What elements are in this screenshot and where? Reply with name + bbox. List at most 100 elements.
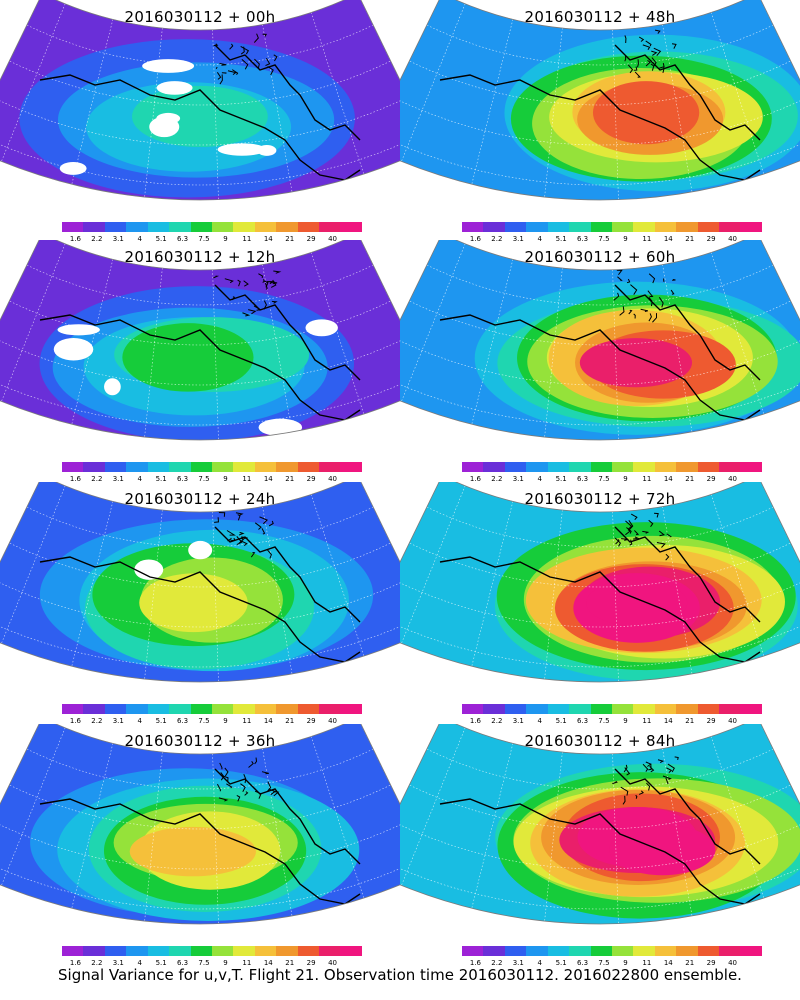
colorbar-label: 3.1 (512, 717, 524, 725)
low-variance-patch (59, 162, 87, 175)
island-outline (264, 282, 268, 290)
colorbar-label: 14 (663, 717, 673, 725)
island-outline (638, 36, 645, 42)
colorbar-label: 2.2 (491, 717, 503, 725)
colorbar-cell (483, 946, 505, 956)
colorbar-cell (147, 462, 170, 472)
island-outline (666, 767, 673, 774)
colorbar-cell (190, 704, 212, 714)
island-outline (271, 300, 278, 304)
island-outline (236, 536, 243, 546)
island-outline (632, 536, 640, 540)
colorbar-label: 7.5 (598, 235, 610, 243)
colorbar-labels: 1.6 2.2 3.1 4 5.1 6.3 7.5 9 11 14 21 29 40 (462, 475, 762, 485)
colorbar-cell (83, 946, 105, 956)
island-outline (612, 780, 618, 785)
colorbar-cell (254, 222, 277, 232)
colorbar-cell (676, 946, 698, 956)
island-outline (667, 763, 675, 773)
island-outline (258, 273, 264, 279)
colorbar-label: 21 (285, 717, 295, 725)
island-outline (654, 512, 659, 518)
variance-map (400, 482, 800, 683)
colorbar-label: 9 (623, 717, 628, 725)
island-outline (633, 313, 636, 319)
colorbar-cell (740, 946, 762, 956)
colorbar-cell (462, 946, 484, 956)
colorbar-cell (590, 704, 612, 714)
island-outline (235, 512, 244, 516)
island-outline (656, 541, 666, 548)
colorbar-cell (590, 222, 612, 232)
colorbar-cell (190, 462, 212, 472)
colorbar-labels: 1.6 2.2 3.1 4 5.1 6.3 7.5 9 11 14 21 29 40 (62, 235, 362, 245)
island-outline (629, 539, 633, 546)
colorbar-label: 1.6 (69, 717, 81, 725)
island-outline (634, 530, 640, 536)
island-outline (218, 511, 226, 517)
colorbar-label: 6.3 (176, 717, 189, 725)
colorbar-cell (126, 462, 148, 472)
island-outline (267, 549, 272, 559)
colorbar-cell (719, 704, 741, 714)
colorbar (462, 946, 762, 956)
variance-map (0, 482, 400, 683)
colorbar-label: 2.2 (91, 475, 103, 483)
colorbar-cell (676, 222, 698, 232)
colorbar-cell (719, 946, 741, 956)
colorbar-cell (62, 462, 84, 472)
island-outline (214, 517, 220, 523)
colorbar-cell (211, 704, 234, 714)
island-outline (628, 309, 633, 315)
island-outline (648, 296, 653, 307)
colorbar-cell (654, 946, 677, 956)
colorbar-label: 1.6 (69, 235, 81, 243)
variance-map (400, 724, 800, 925)
island-outline (628, 519, 634, 531)
island-outline (670, 289, 675, 295)
colorbar-label: 11 (242, 235, 252, 243)
colorbar-label: 29 (306, 959, 316, 967)
colorbar-label: 9 (223, 959, 228, 967)
colorbar-cell (254, 946, 277, 956)
map-boundary (0, 482, 400, 683)
colorbar-cell (126, 946, 148, 956)
island-outline (646, 782, 651, 791)
colorbar-cell (340, 462, 362, 472)
island-outline (624, 767, 631, 776)
colorbar-label: 14 (263, 475, 273, 483)
colorbar-cell (126, 222, 148, 232)
colorbar-cell (504, 222, 527, 232)
colorbar-cell (740, 462, 762, 472)
colorbar-cell (62, 946, 84, 956)
colorbar-cell (676, 704, 698, 714)
island-outline (619, 306, 625, 316)
colorbar-label: 29 (706, 235, 716, 243)
colorbar-label: 5.1 (155, 959, 167, 967)
colorbar-cell (483, 222, 505, 232)
colorbar-label: 29 (706, 475, 716, 483)
island-outline (653, 47, 662, 57)
low-variance-patch (258, 418, 303, 437)
colorbar-label: 7.5 (598, 475, 610, 483)
colorbar-cell (276, 946, 298, 956)
island-outline (622, 795, 626, 805)
map-panel: 2016030112 + 36h 1.6 2.2 3.1 4 5.1 6.3 7.5 9 11 14… (0, 724, 400, 969)
map-panel: 2016030112 + 60h 1.6 2.2 3.1 4 5.1 6.3 7.5 9 11 14… (400, 240, 800, 485)
low-variance-patch (305, 319, 338, 337)
island-outline (665, 553, 670, 561)
island-outline (229, 43, 234, 50)
colorbar-cell (697, 462, 720, 472)
island-outline (621, 538, 629, 541)
colorbar-cell (633, 462, 655, 472)
colorbar-label: 5.1 (555, 475, 567, 483)
colorbar-label: 2.2 (91, 717, 103, 725)
colorbar (462, 462, 762, 472)
colorbar-label: 4 (537, 475, 542, 483)
panel-title: 2016030112 + 12h (124, 248, 276, 266)
colorbar-cell (276, 462, 298, 472)
colorbar-cell (611, 462, 634, 472)
colorbar-cell (276, 222, 298, 232)
colorbar-label: 5.1 (155, 235, 167, 243)
coastline (439, 526, 761, 663)
